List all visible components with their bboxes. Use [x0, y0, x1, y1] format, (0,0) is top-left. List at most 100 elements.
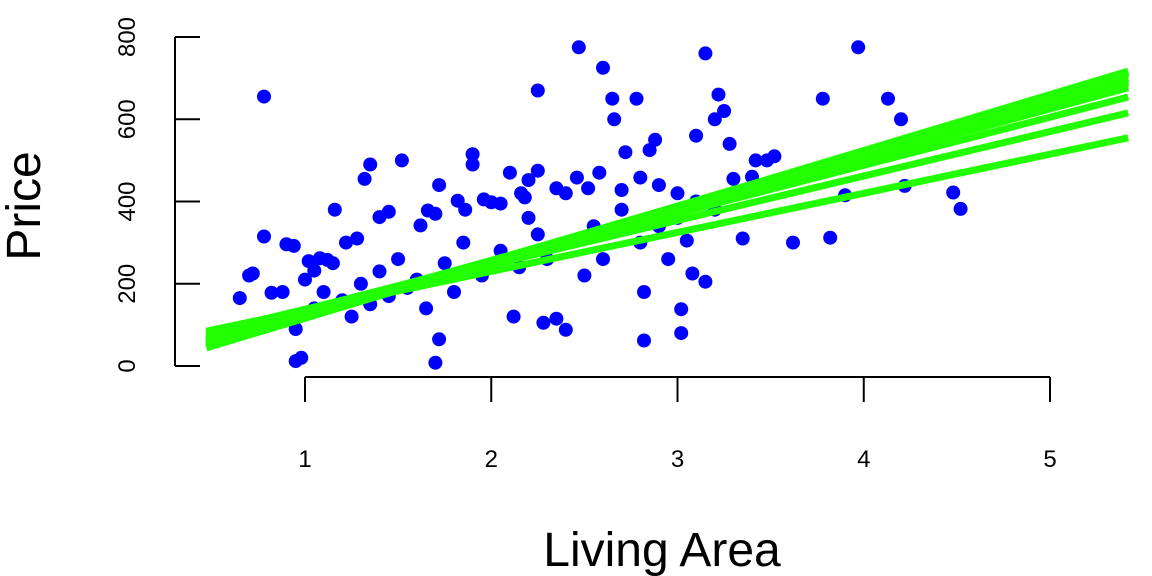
data-point [357, 171, 372, 186]
data-point [633, 170, 648, 185]
data-point [344, 309, 359, 324]
data-point [325, 256, 340, 271]
data-point [391, 252, 406, 267]
data-point [558, 322, 573, 337]
data-point [432, 332, 447, 347]
data-point [851, 40, 866, 55]
x-tick-label: 1 [298, 446, 311, 473]
data-point [629, 91, 644, 106]
data-point [618, 145, 633, 160]
data-point [502, 165, 517, 180]
data-point [458, 202, 473, 217]
data-point [232, 291, 247, 306]
x-ticks: 1 2 3 4 5 [298, 377, 1057, 473]
data-point [614, 202, 629, 217]
y-tick-label: 400 [114, 181, 141, 221]
y-tick-label: 0 [114, 359, 141, 372]
data-point [637, 285, 651, 299]
data-point [786, 235, 800, 250]
x-tick-label: 4 [857, 446, 870, 473]
data-point [571, 40, 586, 55]
data-point [605, 91, 620, 106]
data-point [316, 285, 331, 299]
regression-line [205, 134, 1129, 335]
data-point [698, 46, 713, 61]
data-point [614, 183, 629, 197]
data-point [530, 83, 545, 98]
data-point [679, 233, 694, 248]
data-point [294, 350, 309, 365]
data-point [275, 285, 290, 299]
x-tick-label: 5 [1043, 446, 1056, 473]
data-point [735, 231, 750, 246]
data-point [353, 276, 368, 291]
data-point [648, 132, 663, 147]
data-point [521, 173, 536, 188]
data-point [707, 112, 722, 127]
data-point [596, 252, 610, 267]
data-point [689, 128, 704, 143]
data-point [815, 91, 830, 106]
data-point [661, 252, 676, 267]
data-point [894, 112, 908, 127]
data-point [339, 235, 353, 250]
data-point [592, 165, 607, 180]
data-point [437, 256, 452, 271]
data-point [823, 230, 838, 245]
data-point [465, 147, 480, 162]
data-point [419, 301, 434, 316]
data-point [530, 163, 545, 178]
data-point [413, 218, 428, 233]
x-tick-label: 2 [485, 446, 498, 473]
data-point [767, 149, 782, 164]
data-point [726, 171, 741, 186]
data-point [465, 157, 480, 172]
data-point [722, 136, 737, 151]
data-point [242, 268, 257, 283]
data-point [698, 274, 713, 289]
data-point [674, 326, 689, 341]
data-point [670, 186, 685, 201]
data-point [517, 190, 532, 205]
data-point [596, 60, 610, 75]
data-point [286, 238, 301, 253]
data-point [717, 104, 732, 118]
points-layer [232, 40, 968, 370]
data-point [506, 309, 521, 324]
data-point [521, 210, 536, 225]
data-point [456, 235, 471, 250]
y-tick-label: 200 [114, 264, 141, 304]
regression-lines-layer [205, 67, 1130, 352]
y-tick-label: 600 [114, 99, 141, 139]
data-point [577, 268, 592, 283]
x-tick-label: 3 [671, 446, 684, 473]
data-point [685, 266, 700, 281]
data-point [447, 285, 461, 299]
data-point [637, 333, 651, 348]
data-point [558, 186, 573, 201]
data-point [257, 229, 271, 244]
data-point [298, 272, 312, 287]
data-point [642, 143, 657, 158]
y-axis-title: Price [0, 151, 51, 260]
data-point [549, 311, 564, 326]
data-point [257, 89, 271, 104]
data-point [651, 178, 666, 193]
regression-line [205, 67, 1130, 352]
data-point [381, 204, 396, 219]
data-point [530, 227, 545, 242]
data-point [428, 206, 443, 221]
data-point [307, 263, 322, 278]
data-point [363, 157, 378, 172]
data-point [953, 201, 968, 216]
data-point [881, 91, 895, 106]
data-point [327, 202, 342, 217]
data-point [711, 87, 726, 102]
y-tick-label: 800 [114, 17, 141, 57]
data-point [264, 285, 279, 300]
data-point [581, 181, 596, 196]
y-ticks: 0 200 400 600 800 [114, 17, 200, 373]
data-point [674, 302, 689, 317]
x-axis-title: Living Area [543, 524, 781, 576]
